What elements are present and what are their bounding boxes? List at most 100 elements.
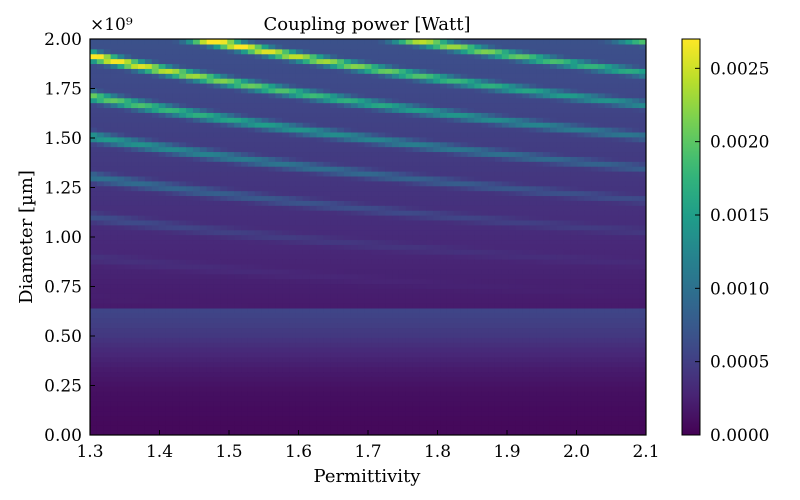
heatmap-cell: [254, 386, 263, 392]
heatmap-cell: [488, 219, 496, 226]
heatmap-cell: [604, 293, 613, 299]
heatmap-cell: [316, 283, 324, 289]
heatmap-cell: [639, 244, 646, 250]
heatmap-cell: [323, 156, 331, 162]
heatmap-cell: [220, 244, 228, 250]
heatmap-cell: [611, 190, 620, 197]
heatmap-cell: [131, 244, 139, 250]
heatmap-cell: [295, 303, 304, 309]
heatmap-cell: [144, 342, 153, 348]
heatmap-cell: [268, 146, 276, 153]
heatmap-cell: [206, 210, 215, 216]
heatmap-cell: [302, 249, 311, 255]
heatmap-cell: [275, 131, 283, 138]
heatmap-cell: [591, 239, 599, 245]
heatmap-cell: [247, 263, 256, 270]
heatmap-cell: [426, 381, 434, 387]
heatmap-cell: [206, 361, 215, 368]
heatmap-cell: [508, 376, 517, 382]
heatmap-cell: [158, 161, 167, 167]
heatmap-cell: [179, 185, 187, 192]
heatmap-cell: [467, 322, 475, 329]
heatmap-cell: [440, 215, 448, 221]
heatmap-cell: [192, 131, 201, 138]
heatmap-cell: [501, 205, 510, 211]
heatmap-cell: [515, 317, 524, 324]
heatmap-cell: [241, 347, 249, 353]
heatmap-cell: [199, 166, 208, 172]
heatmap-cell: [282, 381, 290, 387]
heatmap-cell: [90, 347, 98, 353]
heatmap-cell: [206, 171, 215, 177]
heatmap-cell: [261, 400, 270, 407]
heatmap-cell: [611, 141, 620, 148]
heatmap-cell: [446, 244, 455, 250]
heatmap-cell: [261, 395, 270, 402]
heatmap-cell: [316, 337, 324, 343]
heatmap-cell: [110, 347, 119, 353]
heatmap-cell: [474, 175, 482, 182]
heatmap-cell: [474, 156, 482, 162]
heatmap-cell: [577, 283, 585, 289]
heatmap-cell: [261, 215, 270, 221]
heatmap-cell: [316, 166, 324, 172]
heatmap-cell: [508, 420, 517, 426]
heatmap-cell: [385, 322, 393, 329]
heatmap-cell: [206, 166, 215, 172]
heatmap-cell: [117, 298, 125, 304]
heatmap-cell: [199, 136, 208, 143]
heatmap-cell: [543, 391, 551, 397]
heatmap-cell: [453, 386, 462, 392]
heatmap-cell: [302, 166, 311, 172]
heatmap-cell: [371, 239, 379, 245]
heatmap-cell: [371, 180, 379, 187]
heatmap-cell: [522, 210, 530, 216]
heatmap-cell: [501, 185, 510, 192]
heatmap-cell: [426, 185, 434, 192]
heatmap-cell: [563, 307, 572, 314]
heatmap-cell: [357, 185, 366, 192]
heatmap-cell: [398, 146, 407, 153]
heatmap-cell: [398, 141, 407, 148]
heatmap-cell: [192, 415, 201, 421]
heatmap-cell: [144, 303, 153, 309]
heatmap-cell: [343, 171, 352, 177]
heatmap-cell: [117, 205, 125, 211]
heatmap-cell: [508, 219, 517, 226]
heatmap-cell: [405, 146, 414, 153]
heatmap-cell: [110, 205, 119, 211]
heatmap-cell: [556, 322, 565, 329]
heatmap-cell: [453, 259, 462, 265]
heatmap-cell: [364, 425, 373, 431]
heatmap-cell: [639, 180, 646, 187]
heatmap-cell: [618, 303, 626, 309]
heatmap-cell: [261, 327, 270, 333]
heatmap-cell: [364, 141, 373, 148]
heatmap-cell: [213, 171, 222, 177]
heatmap-cell: [364, 278, 373, 285]
heatmap-cell: [275, 293, 283, 299]
heatmap-cell: [261, 307, 270, 314]
heatmap-cell: [632, 337, 640, 343]
heatmap-cell: [481, 322, 489, 329]
heatmap-cell: [392, 303, 400, 309]
heatmap-cell: [323, 219, 331, 226]
heatmap-cell: [446, 293, 455, 299]
heatmap-cell: [392, 146, 400, 153]
heatmap-cell: [467, 361, 475, 368]
heatmap-cell: [398, 293, 407, 299]
heatmap-cell: [398, 371, 407, 377]
heatmap-cell: [440, 312, 448, 319]
heatmap-cell: [556, 351, 565, 358]
heatmap-cell: [227, 205, 235, 211]
heatmap-cell: [488, 224, 496, 231]
heatmap-cell: [536, 180, 544, 187]
heatmap-cell: [309, 190, 318, 197]
heatmap-cell: [453, 151, 462, 157]
heatmap-cell: [131, 430, 139, 435]
heatmap-cell: [515, 224, 524, 231]
heatmap-cell: [371, 131, 379, 138]
heatmap-cell: [501, 342, 510, 348]
heatmap-cell: [186, 283, 194, 289]
heatmap-cell: [501, 273, 510, 280]
